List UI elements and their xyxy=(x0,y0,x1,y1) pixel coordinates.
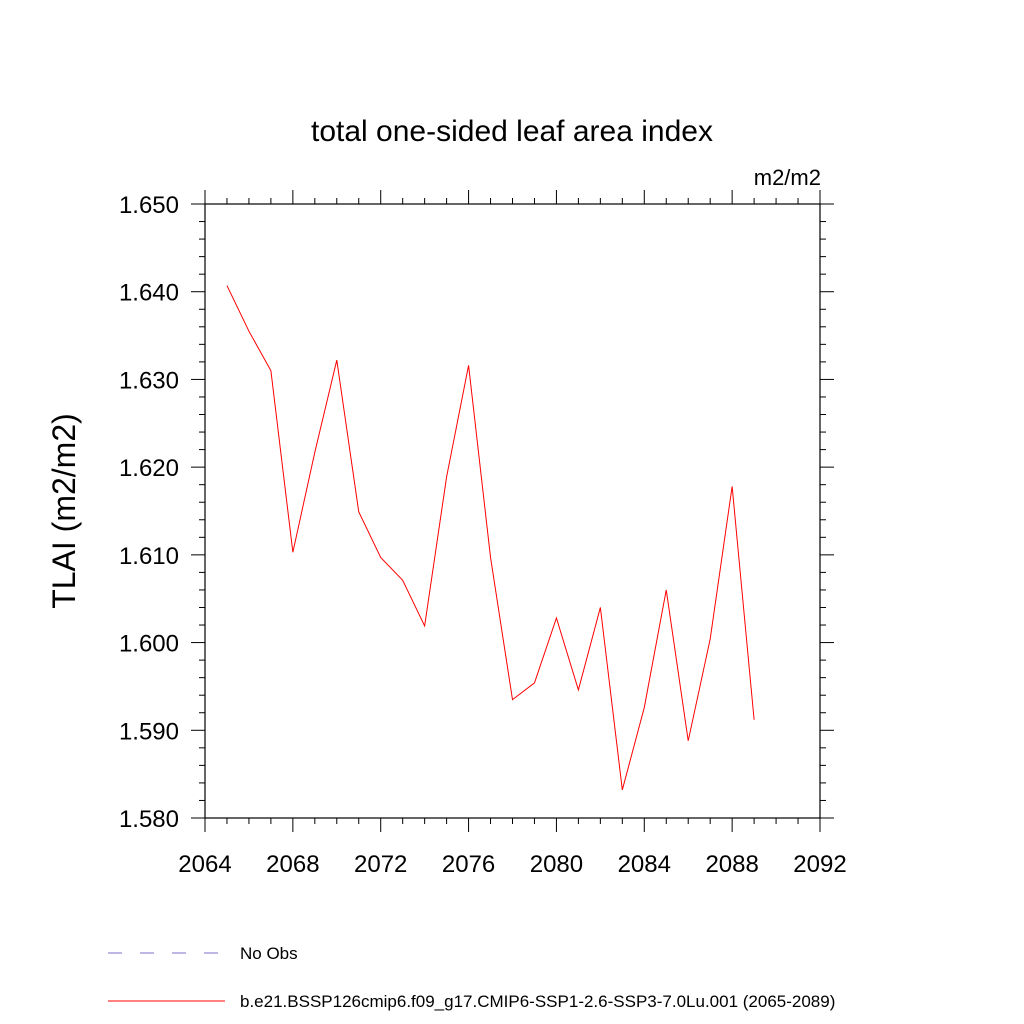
legend: No Obs b.e21.BSSP126cmip6.f09_g17.CMIP6-… xyxy=(108,944,835,1011)
chart-title: total one-sided leaf area index xyxy=(311,115,713,148)
legend-label-no-obs: No Obs xyxy=(240,944,298,963)
y-tick-label: 1.580 xyxy=(119,806,179,833)
x-tick-label: 2080 xyxy=(530,851,583,878)
y-tick-label: 1.600 xyxy=(119,631,179,658)
x-tick-label: 2072 xyxy=(354,851,407,878)
y-tick-label: 1.610 xyxy=(119,543,179,570)
series-line xyxy=(226,285,755,791)
x-tick-label: 2088 xyxy=(705,851,758,878)
y-tick-label: 1.640 xyxy=(119,280,179,307)
y-axis-label: TLAI (m2/m2) xyxy=(46,413,82,609)
y-tick-label: 1.620 xyxy=(119,455,179,482)
legend-label-series: b.e21.BSSP126cmip6.f09_g17.CMIP6-SSP1-2.… xyxy=(240,992,835,1011)
units-label: m2/m2 xyxy=(754,165,821,190)
y-tick-label: 1.630 xyxy=(119,367,179,394)
x-tick-label: 2064 xyxy=(178,851,231,878)
x-tick-label: 2068 xyxy=(266,851,319,878)
y-tick-label: 1.590 xyxy=(119,718,179,745)
x-tick-labels: 2064 2068 2072 2076 2080 2084 2088 2092 xyxy=(178,851,846,878)
x-tick-label: 2092 xyxy=(793,851,846,878)
y-tick-labels: 1.580 1.590 1.600 1.610 1.620 1.630 1.640 1.650 xyxy=(119,192,179,833)
data-series xyxy=(226,285,755,791)
x-tick-label: 2084 xyxy=(618,851,671,878)
axis-ticks xyxy=(191,190,834,832)
plot-frame xyxy=(204,203,821,819)
x-tick-label: 2076 xyxy=(442,851,495,878)
y-tick-label: 1.650 xyxy=(119,192,179,219)
